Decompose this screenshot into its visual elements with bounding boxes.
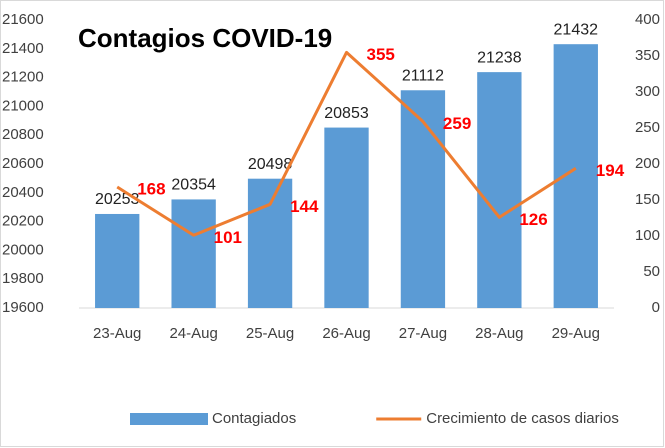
y-tick-label: 20600 xyxy=(2,155,44,172)
legend-swatch xyxy=(130,413,208,425)
y-tick-label: 21600 xyxy=(2,11,44,28)
x-tick-label: 24-Aug xyxy=(169,325,217,342)
x-tick-label: 26-Aug xyxy=(322,325,370,342)
y-tick-label: 21200 xyxy=(2,69,44,86)
bar-label: 21432 xyxy=(554,21,599,38)
bar xyxy=(324,127,369,309)
line xyxy=(116,50,577,237)
y-tick-label: 20000 xyxy=(2,241,44,258)
y-tick-label: 19600 xyxy=(2,299,44,316)
bar-label: 20853 xyxy=(324,105,369,122)
y-tick-label: 21000 xyxy=(2,97,44,114)
bar xyxy=(553,44,598,308)
bar xyxy=(477,72,522,309)
y-tick-label: 21400 xyxy=(2,40,44,57)
y2-tick-label: 350 xyxy=(635,47,660,64)
x-tick-label: 23-Aug xyxy=(93,325,141,342)
bar-label: 21112 xyxy=(402,67,444,84)
y2-tick-label: 100 xyxy=(635,227,660,244)
x-tick-label: 29-Aug xyxy=(552,325,600,342)
line-label: 194 xyxy=(596,161,625,180)
y2-tick-label: 150 xyxy=(635,191,660,208)
y2-tick-label: 300 xyxy=(635,83,660,100)
y-tick-label: 20200 xyxy=(2,213,44,230)
bar xyxy=(171,199,216,308)
bar-label: 20498 xyxy=(248,156,293,173)
bar-label: 20253 xyxy=(95,191,140,208)
x-tick-label: 27-Aug xyxy=(399,325,447,342)
bar-label: 21238 xyxy=(477,49,522,66)
legend-label: Crecimiento de casos diarios xyxy=(426,410,619,427)
line-label: 126 xyxy=(519,210,547,229)
line-label: 355 xyxy=(367,45,395,64)
y2-tick-label: 0 xyxy=(652,299,660,316)
bar xyxy=(95,213,140,308)
x-tick-label: 25-Aug xyxy=(246,325,294,342)
bar xyxy=(247,178,293,308)
y2-tick-label: 50 xyxy=(643,263,660,280)
line-label: 259 xyxy=(443,114,471,133)
y-tick-label: 19800 xyxy=(2,270,44,287)
bar-label: 20354 xyxy=(171,177,216,194)
y-tick-label: 20400 xyxy=(2,184,44,201)
y-tick-label: 20800 xyxy=(2,126,44,143)
legend-label: Contagiados xyxy=(212,410,296,427)
y2-tick-label: 250 xyxy=(635,119,660,136)
line-label: 168 xyxy=(137,180,165,199)
x-tick-label: 28-Aug xyxy=(475,325,523,342)
y2-tick-label: 400 xyxy=(635,11,660,28)
bar xyxy=(400,90,446,308)
y2-tick-label: 200 xyxy=(635,155,660,172)
chart-title: Contagios COVID-19 xyxy=(78,23,332,53)
line-label: 144 xyxy=(290,197,319,216)
line-label: 101 xyxy=(214,228,242,247)
